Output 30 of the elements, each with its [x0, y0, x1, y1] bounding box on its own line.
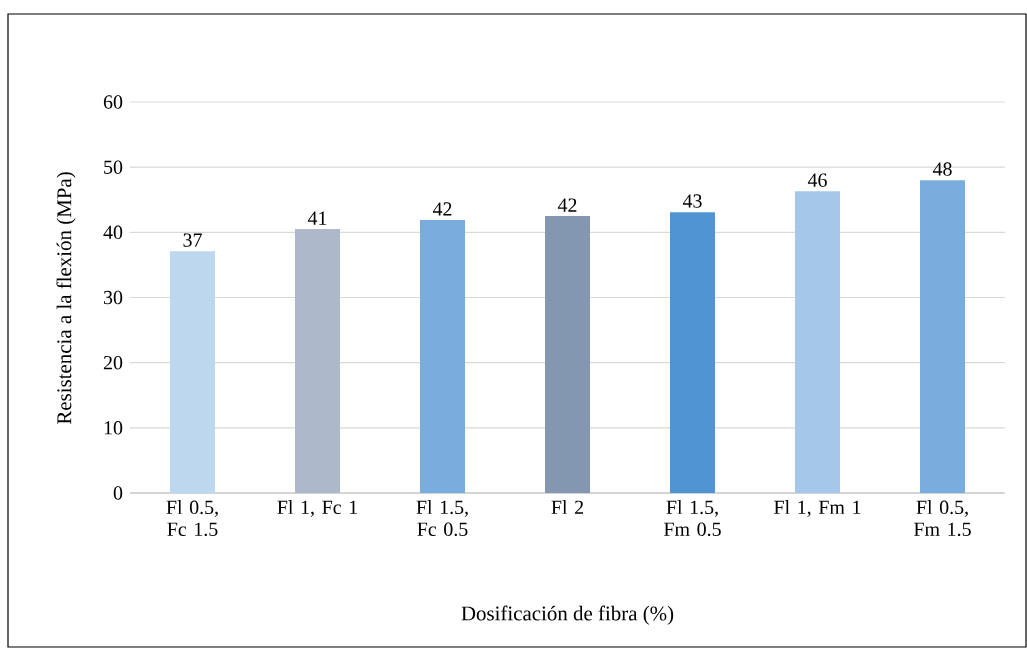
x-tick-label: Fl 1, Fm 1 [774, 500, 861, 517]
y-tick-label: 50 [104, 160, 123, 174]
x-tick-label: Fl 1.5, Fm 0.5 [664, 500, 721, 537]
bar [670, 212, 715, 493]
data-label: 41 [307, 211, 327, 225]
y-tick-label: 10 [104, 421, 123, 435]
x-tick-label: Fl 0.5, Fm 1.5 [914, 500, 971, 537]
bar [545, 216, 590, 493]
y-tick-label: 30 [104, 290, 123, 305]
data-label: 46 [807, 173, 827, 187]
y-tick-label: 60 [103, 95, 123, 109]
bar [170, 251, 215, 493]
bar [920, 180, 965, 493]
bar [295, 229, 340, 493]
x-tick-label: Fl 1, Fc 1 [277, 500, 357, 517]
x-tick-label: Fl 2 [551, 500, 584, 514]
data-label: 43 [682, 194, 702, 208]
x-tick-label: Fl 1.5, Fc 0.5 [416, 500, 468, 537]
data-label: 37 [183, 233, 202, 247]
data-label: 42 [432, 202, 452, 216]
y-tick-label: 40 [103, 225, 123, 240]
bar [795, 191, 840, 493]
data-label: 42 [557, 198, 577, 212]
y-axis-title: Resistencia a la flexión (MPa) [56, 172, 76, 425]
x-tick-label: Fl 0.5, Fc 1.5 [166, 500, 218, 537]
y-tick-label: 20 [103, 355, 123, 370]
y-tick-label: 0 [113, 486, 123, 500]
data-label: 48 [932, 162, 952, 176]
bar [420, 219, 465, 493]
x-axis-title: Dosificación de fibra (%) [461, 605, 674, 625]
